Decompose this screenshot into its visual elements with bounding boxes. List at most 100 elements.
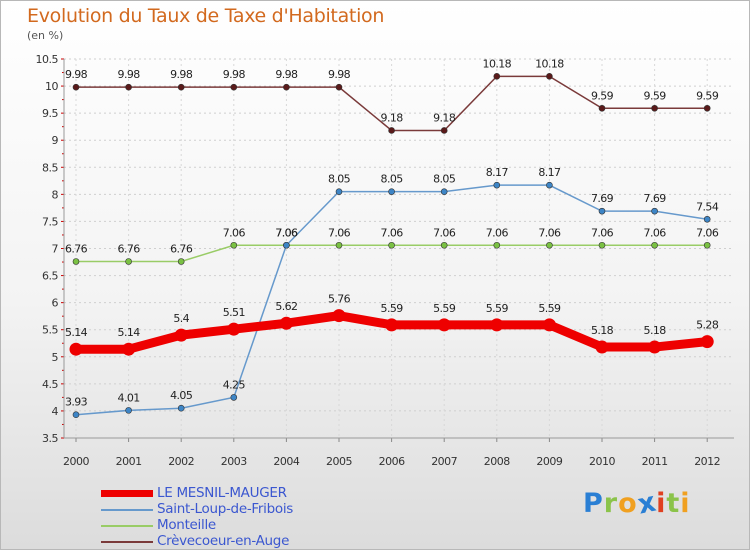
y-tick-label: 5 — [52, 351, 59, 364]
data-label: 5.59 — [486, 302, 509, 315]
data-label: 8.05 — [433, 173, 456, 186]
data-label: 7.54 — [696, 200, 719, 213]
data-point — [335, 83, 343, 91]
x-tick-label: 2007 — [431, 455, 457, 468]
data-point — [72, 258, 80, 265]
data-point — [546, 73, 553, 80]
data-label: 6.76 — [170, 242, 193, 255]
data-label: 5.4 — [173, 312, 189, 325]
x-tick-label: 2001 — [116, 455, 142, 468]
legend-swatch — [101, 525, 153, 527]
data-label: 9.98 — [275, 68, 298, 81]
x-tick-label: 2000 — [63, 455, 89, 468]
x-tick-label: 2002 — [168, 455, 194, 468]
data-label: 7.69 — [644, 192, 667, 205]
data-label: 4.25 — [223, 378, 246, 391]
x-tick-label: 2010 — [589, 455, 615, 468]
data-point — [440, 241, 448, 249]
data-point — [283, 241, 290, 249]
y-tick-label: 5.5 — [42, 324, 58, 337]
data-point — [177, 404, 185, 412]
data-label: 5.14 — [118, 326, 141, 339]
y-tick-label: 7 — [52, 243, 59, 256]
logo-letter: r — [603, 488, 619, 519]
data-label: 9.18 — [433, 111, 456, 124]
data-point — [283, 83, 290, 91]
data-label: 7.06 — [223, 226, 246, 239]
data-point — [493, 241, 501, 249]
data-label: 9.98 — [118, 68, 141, 81]
x-tick-label: 2012 — [694, 455, 720, 468]
y-tick-label: 6 — [52, 297, 59, 310]
x-tick-label: 2011 — [642, 455, 668, 468]
data-point — [385, 318, 399, 332]
data-label: 7.69 — [591, 192, 614, 205]
x-tick-label: 2003 — [221, 455, 247, 468]
data-point — [490, 318, 504, 332]
x-tick-label: 2009 — [536, 455, 562, 468]
data-label: 10.18 — [535, 57, 564, 70]
data-point — [546, 181, 553, 189]
logo-letter: i — [680, 488, 691, 519]
logo-letter: i — [656, 488, 667, 519]
data-point — [177, 258, 185, 265]
data-label: 5.18 — [644, 324, 667, 337]
data-point — [648, 340, 662, 354]
legend-swatch — [101, 490, 153, 497]
data-label: 7.06 — [538, 226, 561, 239]
data-point — [332, 309, 346, 323]
data-label: 6.76 — [118, 242, 141, 255]
data-label: 5.59 — [381, 302, 404, 315]
data-point — [598, 104, 606, 112]
y-tick-label: 6.5 — [42, 270, 58, 283]
series-1 — [72, 181, 711, 419]
data-point — [493, 73, 501, 80]
y-tick-label: 9.5 — [42, 107, 58, 120]
y-tick-label: 10 — [45, 80, 58, 93]
data-point — [651, 241, 658, 249]
chart-subtitle: (en %) — [27, 29, 64, 42]
proxiti-logo: Proxiti — [583, 486, 691, 520]
data-label: 8.05 — [328, 173, 351, 186]
data-point — [703, 241, 711, 249]
data-point — [72, 411, 80, 419]
legend-swatch — [101, 509, 153, 511]
data-point — [388, 188, 395, 195]
logo-letter: t — [666, 488, 681, 519]
legend-label: Monteille — [157, 517, 216, 533]
series-2 — [72, 241, 711, 265]
data-label: 9.59 — [591, 89, 614, 102]
data-label: 5.59 — [538, 302, 561, 315]
data-label: 7.06 — [381, 226, 404, 239]
data-point — [595, 340, 609, 354]
data-point — [703, 215, 711, 223]
y-tick-label: 3.5 — [42, 432, 58, 445]
data-point — [493, 181, 501, 189]
data-point — [122, 342, 136, 356]
data-label: 7.06 — [486, 226, 509, 239]
grid — [64, 58, 734, 439]
legend-swatch — [101, 541, 153, 543]
data-point — [125, 258, 132, 265]
data-label: 9.98 — [65, 68, 88, 81]
data-point — [125, 83, 132, 91]
axes: 3.5 4 4.5 5 5.5 6 6.5 7 7.5 8 8.5 9 9.5 10 10.5 2000 200… — [36, 53, 734, 468]
data-label: 9.18 — [381, 111, 404, 124]
data-label: 5.28 — [696, 319, 719, 332]
y-tick-label: 4 — [52, 405, 59, 418]
data-label: 5.62 — [275, 300, 297, 313]
data-label: 10.18 — [483, 57, 512, 70]
data-label: 9.98 — [223, 68, 246, 81]
data-point — [651, 104, 658, 112]
data-point — [177, 83, 185, 91]
data-label: 7.06 — [591, 226, 614, 239]
data-point — [125, 407, 132, 414]
data-point — [69, 342, 83, 356]
data-label: 9.59 — [644, 89, 667, 102]
data-label: 9.59 — [696, 89, 719, 102]
data-point — [230, 241, 238, 249]
y-tick-label: 9 — [52, 134, 59, 147]
data-label: 9.98 — [328, 68, 351, 81]
